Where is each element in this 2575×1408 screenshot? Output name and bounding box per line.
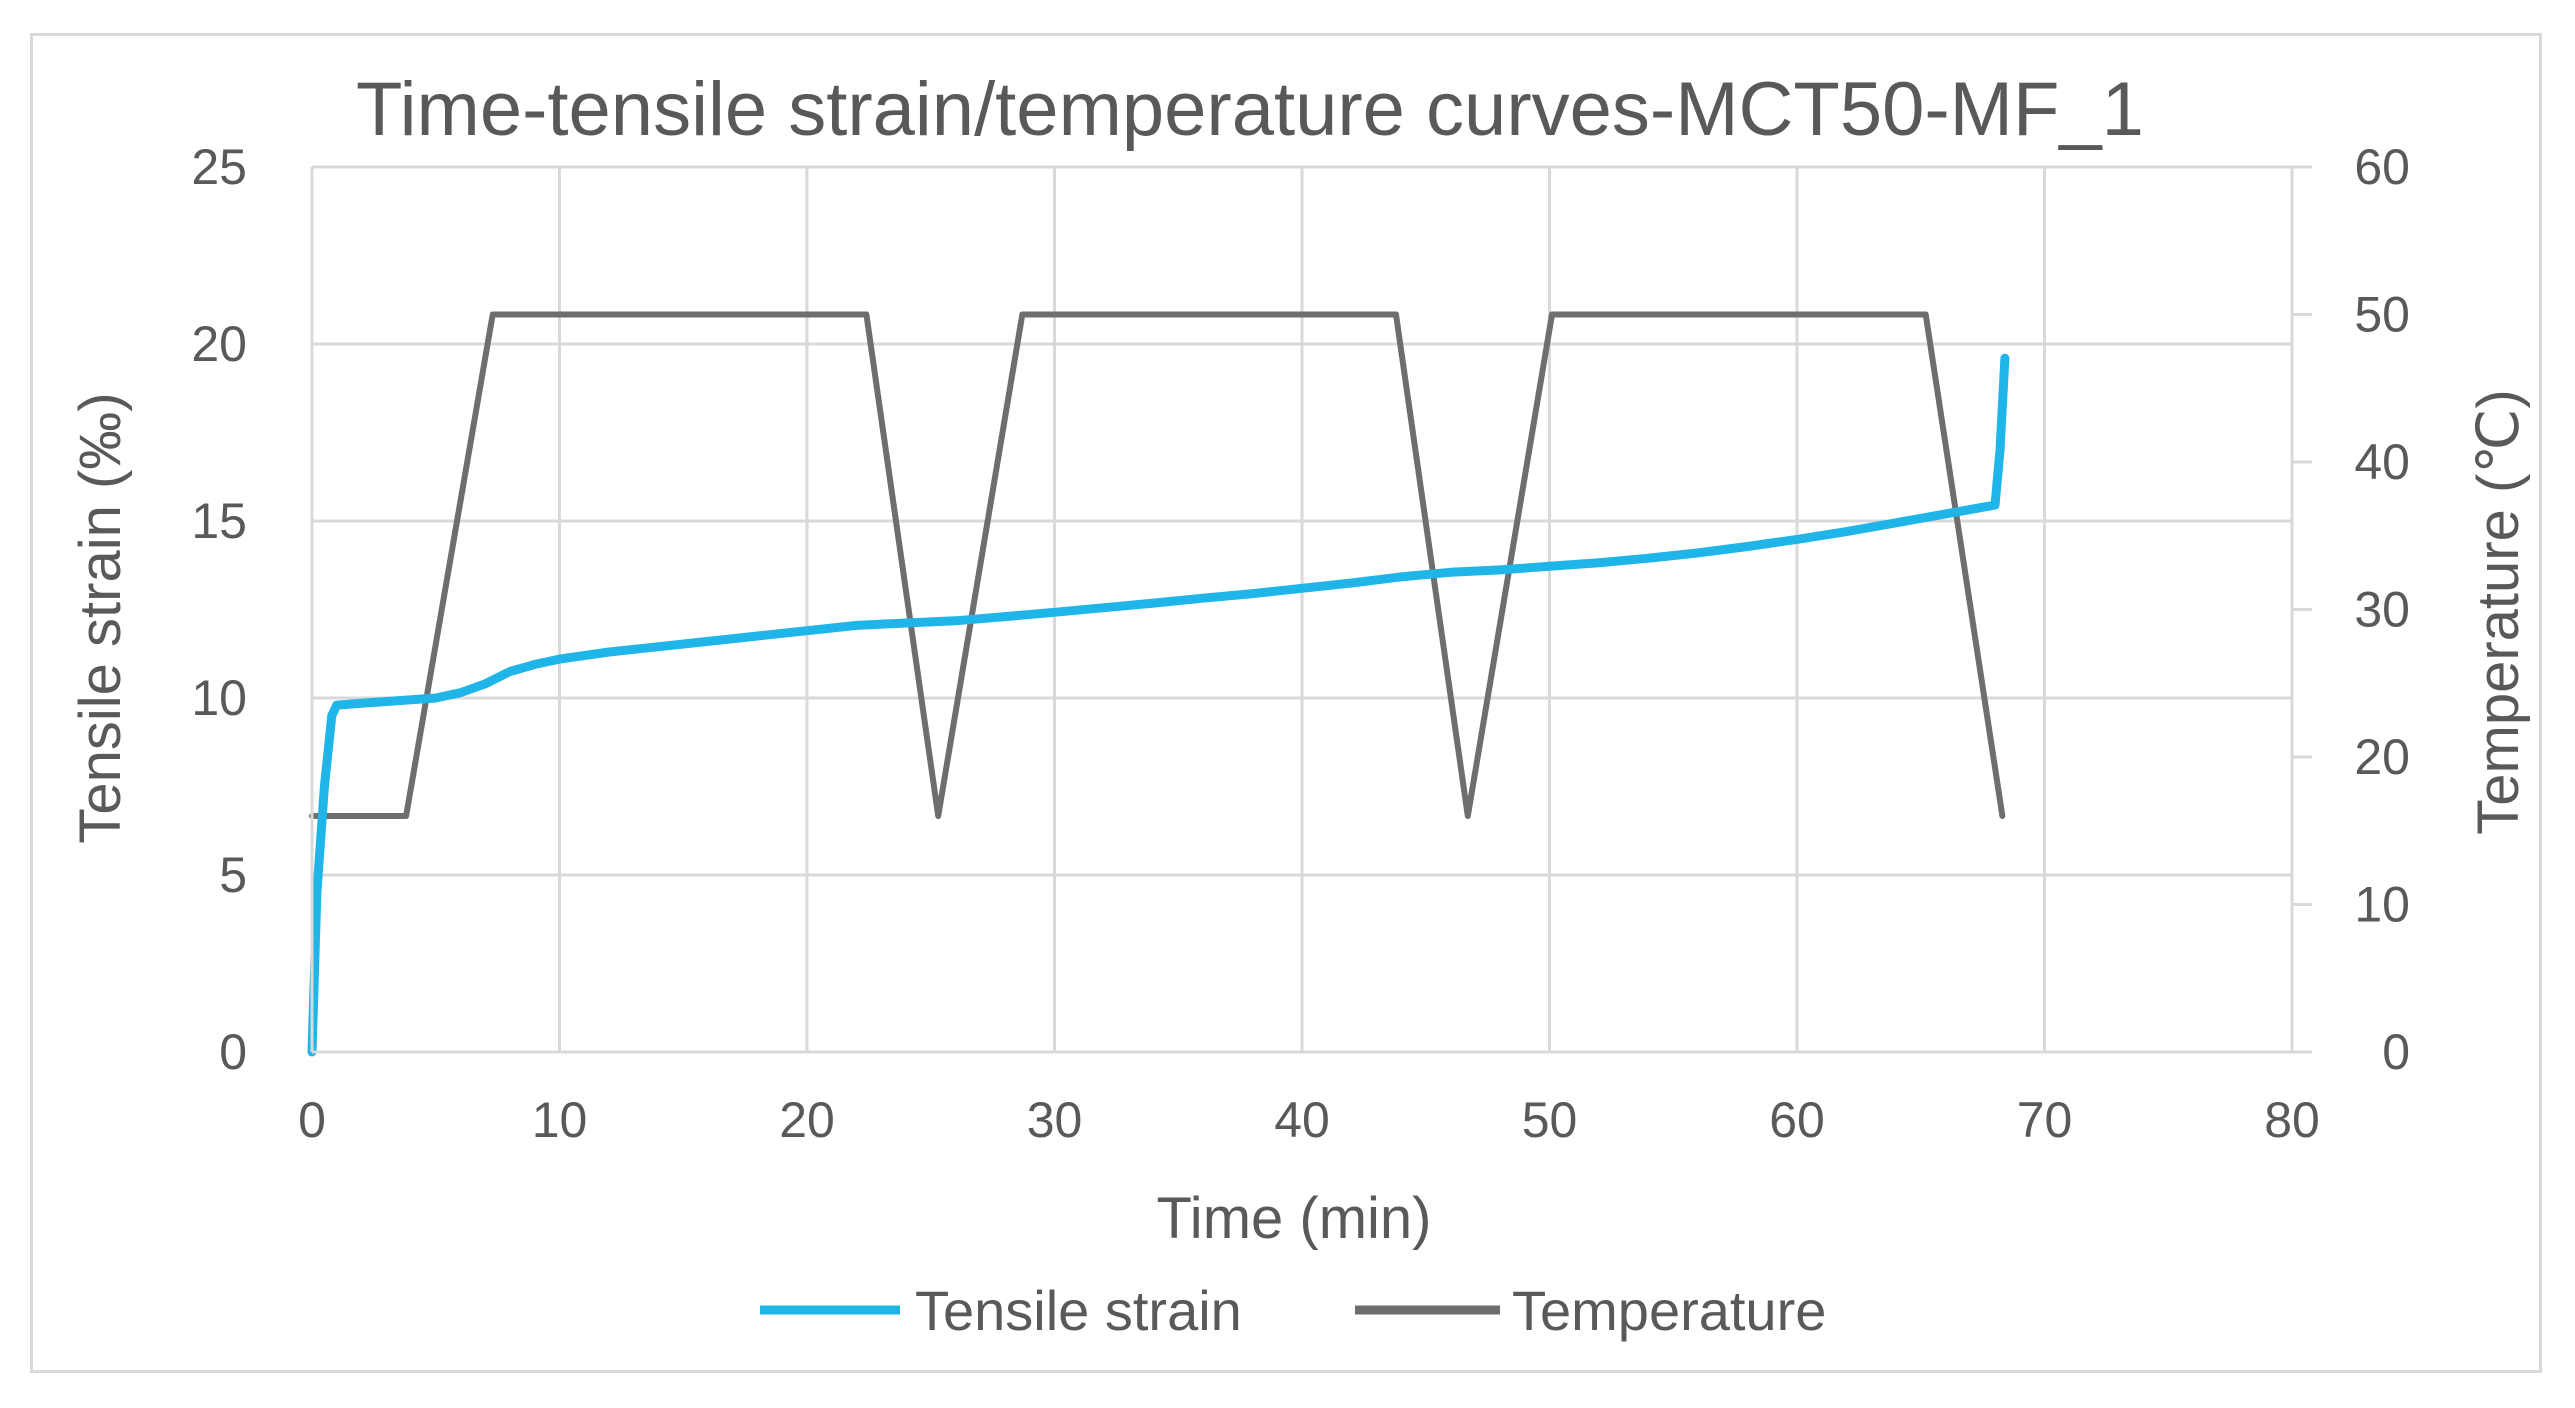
x-tick-label: 70 xyxy=(2017,1092,2073,1148)
y2-tick-label: 10 xyxy=(2354,877,2410,933)
y-tick-label: 10 xyxy=(191,670,247,726)
legend-label-tensile-strain: Tensile strain xyxy=(915,1279,1242,1342)
temperature-series xyxy=(309,311,2006,819)
x-tick-label: 40 xyxy=(1274,1092,1330,1148)
y-tick-label: 5 xyxy=(219,847,247,903)
x-tick-label: 80 xyxy=(2264,1092,2320,1148)
x-tick-label: 60 xyxy=(1769,1092,1825,1148)
x-tick-label: 50 xyxy=(1522,1092,1578,1148)
tick-labels: 0 10 20 30 40 50 60 70 80 0 5 10 15 20 25 0 10 20 30 40 50 60 xyxy=(191,139,2410,1148)
tensile-strain-line xyxy=(307,353,2010,1057)
y2-tick-label: 40 xyxy=(2354,434,2410,490)
y2-tick-label: 0 xyxy=(2382,1024,2410,1080)
y2-tick-label: 50 xyxy=(2354,287,2410,343)
y-axis-title: Tensile strain (‰) xyxy=(68,392,133,843)
y-tick-label: 20 xyxy=(191,316,247,372)
x-tick-label: 0 xyxy=(298,1092,326,1148)
y-tick-label: 0 xyxy=(219,1024,247,1080)
legend-label-temperature: Temperature xyxy=(1512,1279,1826,1342)
axes xyxy=(310,165,2312,1054)
x-tick-label: 20 xyxy=(779,1092,835,1148)
y2-axis-title: Temperature (℃) xyxy=(2466,389,2531,834)
chart-frame xyxy=(30,33,2542,1373)
y2-tick-label: 30 xyxy=(2354,582,2410,638)
temperature-line xyxy=(309,311,2006,819)
x-tick-label: 30 xyxy=(1027,1092,1083,1148)
y-tick-label: 15 xyxy=(191,493,247,549)
y2-tick-label: 20 xyxy=(2354,729,2410,785)
y-tick-label: 25 xyxy=(191,139,247,195)
tensile-strain-series xyxy=(307,353,2010,1057)
gridlines xyxy=(312,165,2294,1052)
x-tick-label: 10 xyxy=(532,1092,588,1148)
y2-tick-label: 60 xyxy=(2354,139,2410,195)
legend: Tensile strain Temperature xyxy=(760,1279,1826,1342)
x-axis-title: Time (min) xyxy=(1157,1186,1432,1251)
chart-title: Time-tensile strain/temperature curves-M… xyxy=(356,67,2144,152)
